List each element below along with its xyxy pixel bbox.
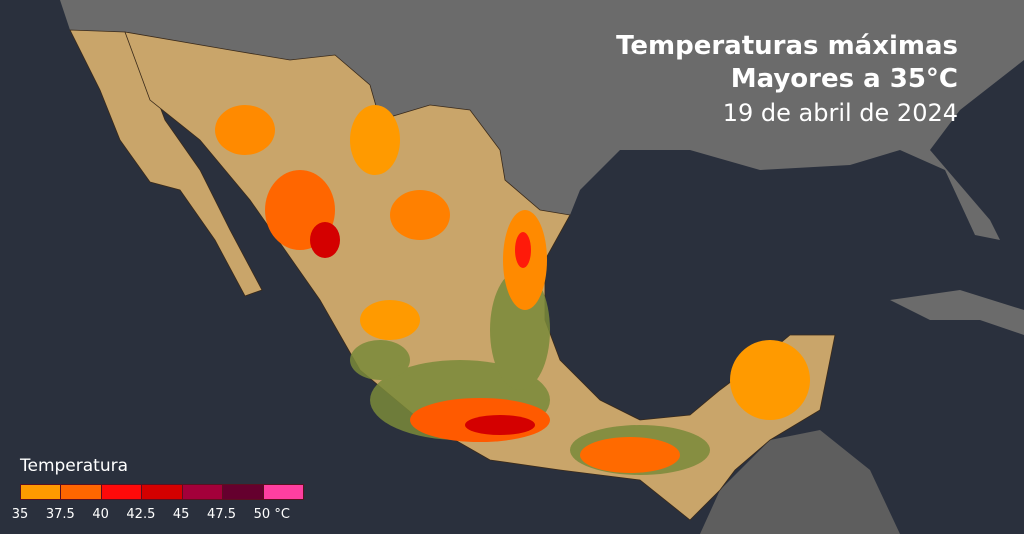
central-america-land	[700, 430, 900, 534]
legend-ticks: 35 37.5 40 42.5 45 47.5 50 °C	[12, 507, 304, 527]
legend-swatch	[21, 485, 62, 499]
legend-tick-label: 47.5	[207, 507, 236, 522]
legend-swatch	[61, 485, 102, 499]
legend-tick-label: 37.5	[45, 507, 75, 522]
title-date: 19 de abril de 2024	[722, 99, 958, 127]
legend-swatch	[101, 485, 143, 499]
title-line2: Mayores a 35°C	[730, 64, 958, 94]
legend-tick-label: 35	[11, 507, 29, 522]
temperature-legend: Temperatura 35 37.5 40 42.5 45 47.5 50 °C	[12, 456, 304, 527]
united-states-land	[60, 0, 1024, 240]
legend-tick-label: 50 °C	[253, 507, 290, 522]
legend-tick-label: 42.5	[126, 507, 156, 522]
legend-tick-label: 40	[92, 507, 109, 522]
legend-tick-label: 45	[172, 507, 190, 522]
legend-title: Temperatura	[20, 456, 129, 476]
title-line1: Temperaturas máximas	[616, 31, 958, 61]
legend-color-bar	[20, 484, 304, 500]
legend-swatch	[263, 485, 303, 499]
map-title: Temperaturas máximas Mayores a 35°C 19 d…	[616, 30, 958, 130]
legend-swatch	[142, 485, 183, 499]
legend-swatch	[182, 485, 224, 499]
cuba-land	[890, 290, 1024, 335]
legend-swatch	[223, 485, 264, 499]
heat-areas	[215, 105, 810, 473]
